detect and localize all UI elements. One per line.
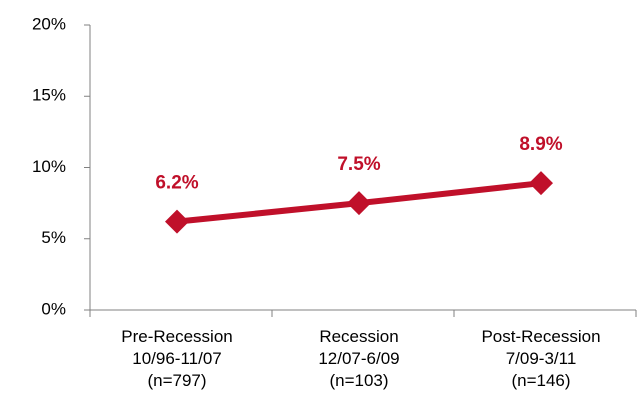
x-tick-label: Recession 12/07-6/09 (n=103) [318,327,399,390]
x-tick-label: Post-Recession 7/09-3/11 (n=146) [481,327,600,390]
marker [529,171,553,196]
marker [165,209,189,234]
y-tick-label: 20% [32,14,66,33]
marker [347,191,371,216]
x-tick-label: Pre-Recession 10/96-11/07 (n=797) [121,327,233,390]
y-tick-label: 5% [41,228,66,247]
y-tick-label: 0% [41,299,66,318]
y-tick-label: 15% [32,86,66,105]
data-label: 8.9% [519,134,562,155]
y-tick-label: 10% [32,157,66,176]
data-label: 6.2% [155,173,198,194]
data-label: 7.5% [337,154,380,175]
